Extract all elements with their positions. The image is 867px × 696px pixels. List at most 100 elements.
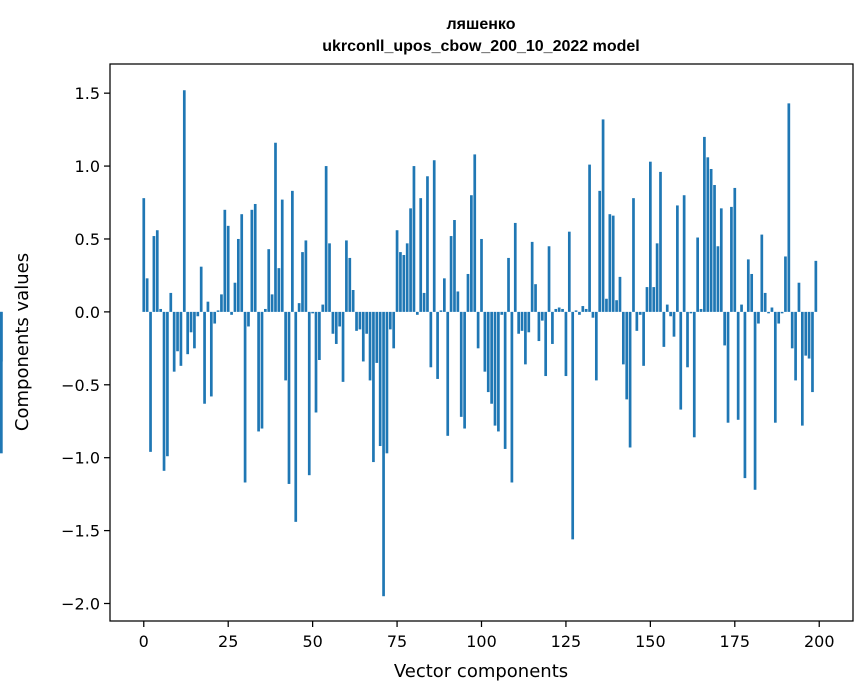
bar xyxy=(530,241,534,312)
bar xyxy=(405,243,409,312)
bar xyxy=(368,311,372,381)
bar xyxy=(358,311,362,330)
x-tick-label: 25 xyxy=(218,632,238,651)
bar xyxy=(152,236,156,312)
bar xyxy=(632,198,635,312)
bar xyxy=(682,195,686,312)
bar xyxy=(557,307,561,312)
bar xyxy=(142,198,146,312)
bar xyxy=(554,308,558,312)
bar xyxy=(591,311,595,318)
bar xyxy=(696,237,699,312)
bar xyxy=(513,222,517,312)
bar xyxy=(203,311,206,404)
bar xyxy=(314,311,318,413)
bar xyxy=(223,209,227,312)
x-tick-label: 150 xyxy=(635,632,666,651)
bar xyxy=(321,304,325,312)
bar xyxy=(280,199,284,312)
bar xyxy=(800,311,804,426)
y-axis: −2.0 −1.5 −1.0 −0.5 0.0 0.5 1.0 1.5 xyxy=(61,84,110,614)
bar xyxy=(652,287,656,312)
bar xyxy=(605,298,608,312)
bar xyxy=(544,311,548,377)
bar xyxy=(351,290,355,312)
y-tick-label: 0.0 xyxy=(75,303,100,322)
bar xyxy=(176,311,179,352)
bar xyxy=(402,255,406,312)
bar xyxy=(621,311,625,365)
bar xyxy=(361,311,365,362)
y-tick-label: 1.5 xyxy=(75,84,100,103)
bar xyxy=(540,311,544,321)
bar xyxy=(199,266,203,312)
bar xyxy=(233,282,237,312)
bar xyxy=(470,195,473,312)
bar xyxy=(250,209,254,312)
bar xyxy=(149,311,152,452)
bar xyxy=(578,311,581,315)
bar xyxy=(811,311,814,393)
bar xyxy=(689,311,693,314)
bar xyxy=(378,311,382,447)
bar xyxy=(345,240,348,312)
bar xyxy=(767,311,770,314)
bar xyxy=(574,310,578,312)
bar xyxy=(179,311,183,366)
bar xyxy=(493,311,497,426)
bar xyxy=(753,311,757,490)
y-tick-label: −2.0 xyxy=(61,595,100,614)
bar xyxy=(503,311,507,449)
bar xyxy=(277,268,281,312)
bar xyxy=(672,311,676,337)
bar xyxy=(443,278,446,312)
bar xyxy=(196,311,200,317)
bar xyxy=(770,307,774,312)
bar xyxy=(436,311,439,379)
bar xyxy=(162,311,166,471)
bar xyxy=(750,273,754,312)
bar xyxy=(746,259,750,312)
bar xyxy=(730,206,733,312)
bar xyxy=(446,311,450,436)
bar xyxy=(520,311,524,331)
x-axis: 0 25 50 75 100 125 150 175 200 xyxy=(139,621,835,651)
bar xyxy=(297,303,301,312)
bar xyxy=(709,168,713,312)
bar xyxy=(804,311,808,356)
bar xyxy=(172,311,176,372)
bar xyxy=(449,236,453,312)
bar xyxy=(483,311,487,372)
bar xyxy=(432,160,436,312)
bar xyxy=(226,225,230,312)
bar xyxy=(601,119,605,312)
bar xyxy=(736,311,740,420)
y-tick-label: −0.5 xyxy=(61,376,100,395)
bar xyxy=(307,311,311,476)
bar xyxy=(699,308,703,312)
bar xyxy=(206,301,210,312)
bar xyxy=(412,166,416,312)
bar xyxy=(422,292,426,312)
bar xyxy=(385,311,389,454)
bar xyxy=(608,214,612,312)
bar xyxy=(166,311,169,457)
bar xyxy=(615,300,618,312)
bar xyxy=(740,304,743,312)
bar xyxy=(564,311,568,377)
bar xyxy=(713,185,716,312)
bar xyxy=(784,256,787,312)
bar xyxy=(395,230,399,312)
bar xyxy=(159,308,163,312)
bar xyxy=(324,166,328,312)
bar xyxy=(500,311,504,315)
bar xyxy=(588,164,591,312)
bar xyxy=(703,136,706,312)
bar xyxy=(301,252,304,312)
bar xyxy=(517,311,520,334)
bar xyxy=(780,311,784,314)
bar xyxy=(399,252,402,312)
bar xyxy=(584,308,588,312)
bar xyxy=(649,161,652,312)
bar xyxy=(382,311,385,597)
